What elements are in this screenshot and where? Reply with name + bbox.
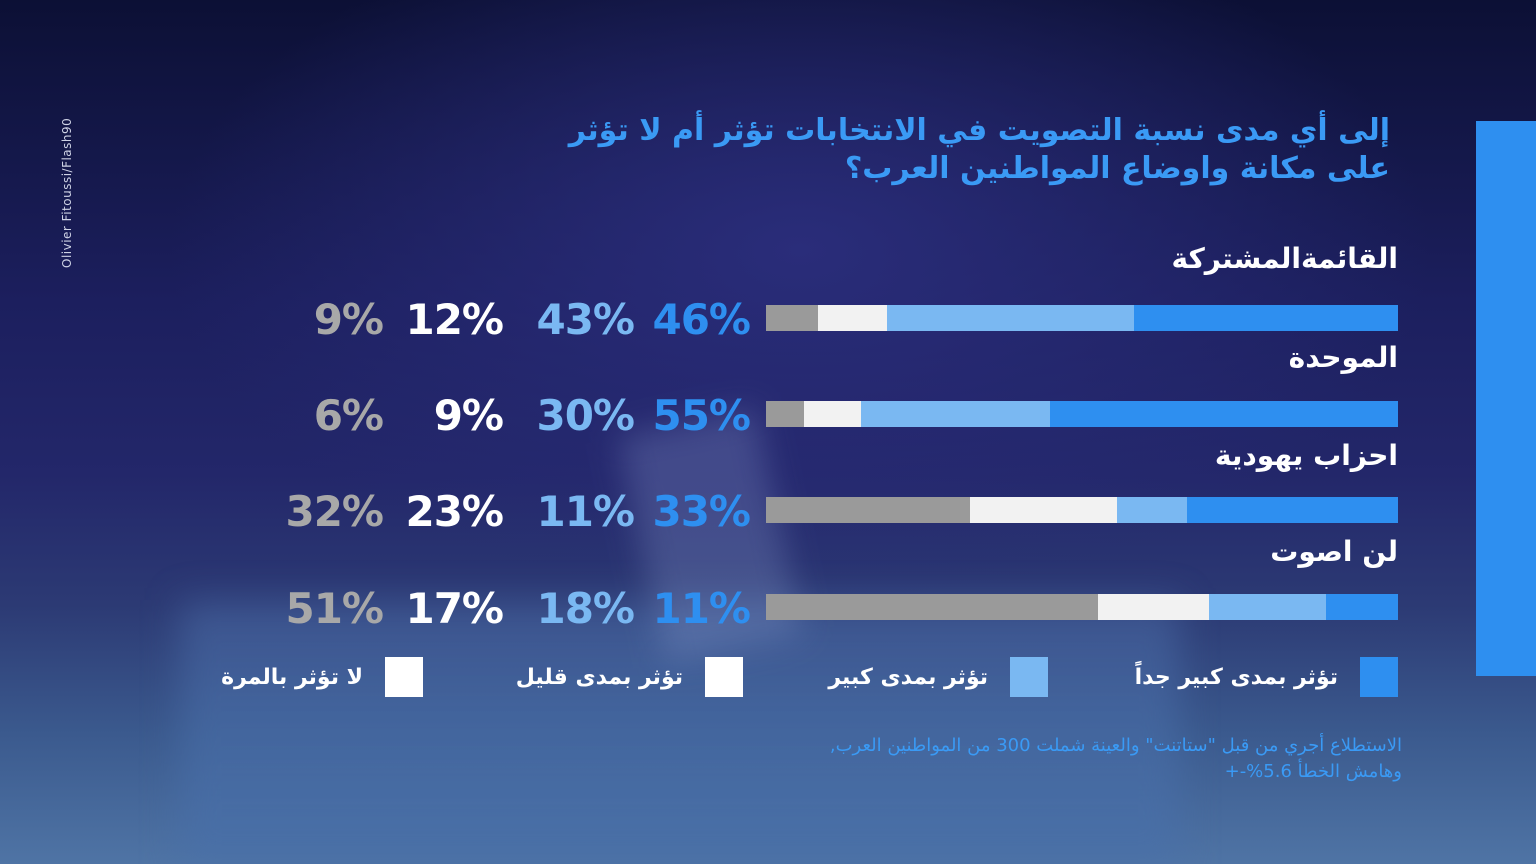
data-label: 23% bbox=[405, 487, 504, 536]
bar-segment bbox=[970, 497, 1118, 523]
data-label: 11% bbox=[536, 487, 635, 536]
legend-label: تؤثر بمدى كبير جداً bbox=[1134, 664, 1338, 690]
data-label: 17% bbox=[405, 584, 504, 633]
bar-segment bbox=[1326, 594, 1398, 620]
bar-segment bbox=[886, 305, 1134, 331]
bar-segment bbox=[817, 305, 887, 331]
bar-segment bbox=[1187, 497, 1398, 523]
legend-item: تؤثر بمدى كبير جداً bbox=[1135, 656, 1398, 698]
stacked-bar bbox=[766, 497, 1398, 523]
bar-segment bbox=[1098, 594, 1210, 620]
data-label: 12% bbox=[405, 295, 504, 344]
data-label: 11% bbox=[652, 584, 751, 633]
data-label: 32% bbox=[285, 487, 384, 536]
chart-title: إلى أي مدى نسبة التصويت في الانتخابات تؤ… bbox=[568, 112, 1390, 188]
legend-swatch bbox=[1360, 657, 1398, 697]
data-label: 18% bbox=[536, 584, 635, 633]
bar-segment bbox=[1050, 401, 1398, 427]
bar-segment bbox=[1117, 497, 1188, 523]
photo-credit: Olivier Fitoussi/Flash90 bbox=[60, 117, 74, 268]
footnote-line-2: وهامش الخطأ 5.6%-+ bbox=[1224, 761, 1402, 782]
data-label: 9% bbox=[433, 391, 504, 440]
legend-item: لا تؤثر بالمرة bbox=[221, 656, 423, 698]
legend-swatch bbox=[1010, 657, 1048, 697]
bar-segment bbox=[1209, 594, 1327, 620]
data-label: 6% bbox=[313, 391, 384, 440]
data-label: 33% bbox=[652, 487, 751, 536]
data-label: 55% bbox=[652, 391, 751, 440]
bar-segment bbox=[766, 401, 804, 427]
legend-swatch bbox=[385, 657, 423, 697]
background-ballot-box bbox=[180, 600, 1180, 864]
data-label: 43% bbox=[536, 295, 635, 344]
legend-label: لا تؤثر بالمرة bbox=[221, 664, 363, 690]
bar-segment bbox=[766, 497, 971, 523]
bar-segment bbox=[860, 401, 1051, 427]
bar-segment bbox=[803, 401, 861, 427]
legend-item: تؤثر بمدى كبير bbox=[828, 656, 1048, 698]
footnote-line-1: الاستطلاع أجري من قبل "ستاتنت" والعينة ش… bbox=[829, 735, 1402, 756]
footnote: الاستطلاع أجري من قبل "ستاتنت" والعينة ش… bbox=[502, 733, 1402, 785]
stacked-bar bbox=[766, 305, 1398, 331]
category-label: لن اصوت bbox=[1270, 535, 1398, 568]
accent-side-bar bbox=[1476, 121, 1536, 676]
data-label: 30% bbox=[536, 391, 635, 440]
category-label: القائمةالمشتركة bbox=[1171, 242, 1398, 275]
bar-segment bbox=[766, 594, 1099, 620]
title-line-1: إلى أي مدى نسبة التصويت في الانتخابات تؤ… bbox=[568, 113, 1390, 148]
data-label: 46% bbox=[652, 295, 751, 344]
category-label: الموحدة bbox=[1288, 341, 1398, 374]
stacked-bar bbox=[766, 594, 1398, 620]
title-line-2: على مكانة واوضاع المواطنين العرب؟ bbox=[844, 151, 1390, 186]
legend-label: تؤثر بمدى قليل bbox=[515, 664, 683, 690]
bar-segment bbox=[1133, 305, 1398, 331]
data-label: 51% bbox=[285, 584, 384, 633]
legend-item: تؤثر بمدى قليل bbox=[516, 656, 743, 698]
stacked-bar bbox=[766, 401, 1398, 427]
legend-label: تؤثر بمدى كبير bbox=[828, 664, 988, 690]
category-label: احزاب يهودية bbox=[1214, 439, 1398, 472]
bar-segment bbox=[766, 305, 818, 331]
data-label: 9% bbox=[313, 295, 384, 344]
legend-swatch bbox=[705, 657, 743, 697]
